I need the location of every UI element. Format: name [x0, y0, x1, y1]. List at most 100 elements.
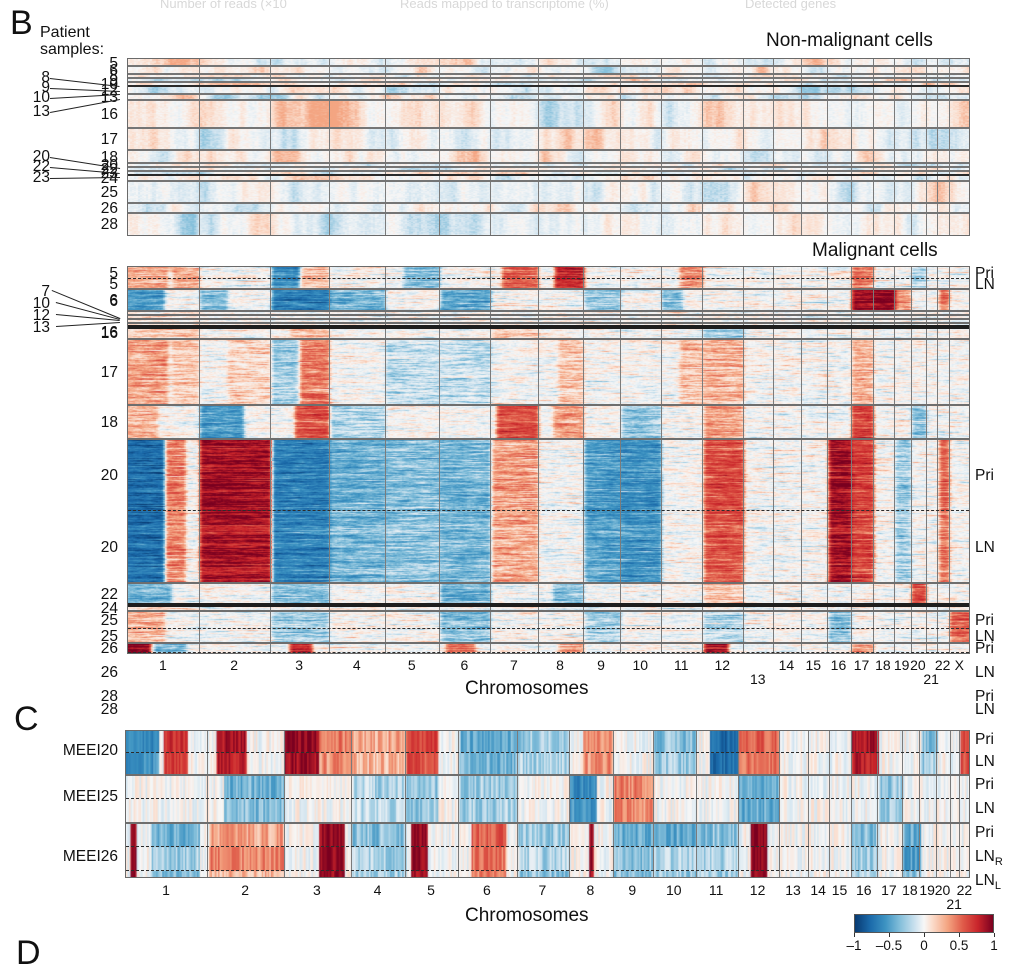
panel-b-chr-label-3: 3	[295, 657, 303, 673]
sample-separator	[128, 162, 969, 164]
panel-c-chr-label-1: 1	[162, 882, 170, 898]
chromosome-separator	[950, 731, 951, 877]
malignant-row-label-24: 24	[100, 600, 118, 617]
pri-ln-divider	[128, 652, 969, 653]
chromosome-separator	[283, 731, 285, 877]
chromosome-separator	[926, 59, 928, 235]
malignant-row-label-crowded-16: 16	[100, 324, 118, 341]
chromosome-separator	[652, 731, 654, 877]
panel-b-chr-label-21: 21	[923, 671, 939, 687]
panel-b-xaxis-label: Chromosomes	[465, 678, 589, 699]
chromosome-separator	[910, 267, 912, 653]
chromosome-separator	[893, 59, 895, 235]
panel-c-chr-label-17: 17	[881, 882, 897, 898]
panelc-right-label-pri: Pri	[975, 776, 994, 793]
chromosome-separator	[937, 267, 939, 653]
malignant-leader-label-7: 7	[41, 283, 50, 300]
malignant-right-label-ln: LN	[975, 664, 995, 681]
chromosome-separator	[385, 59, 387, 235]
nonmalignant-heatmap-canvas	[128, 59, 969, 235]
panel-b-chr-label-18: 18	[875, 657, 891, 673]
patient-samples-caption: Patient samples:	[40, 24, 104, 58]
chromosome-separator	[910, 59, 912, 235]
chromosome-separator	[404, 731, 406, 877]
patient-samples-caption-line1: Patient	[40, 24, 90, 41]
chromosome-separator	[959, 731, 961, 877]
panelc-heatmap-canvas	[126, 731, 969, 877]
chromosome-separator	[199, 59, 201, 235]
nonmalignant-leader-label-10: 10	[32, 89, 50, 106]
panel-b-chr-label-19: 19	[893, 657, 910, 673]
panelc-heatmap[interactable]	[125, 730, 970, 878]
panel-d-letter: D	[16, 934, 41, 972]
panel-c-chr-label-3: 3	[313, 882, 321, 898]
malignant-right-label-ln: LN	[975, 628, 995, 645]
sample-separator	[128, 173, 969, 177]
nonmalignant-row-label-22: 22	[100, 161, 118, 178]
sample-separator	[128, 642, 969, 644]
sample-separator	[128, 314, 969, 316]
chromosome-separator	[620, 267, 622, 653]
chromosome-separator	[800, 59, 802, 235]
nonmalignant-heatmap[interactable]	[127, 58, 970, 236]
malignant-right-label-pri: Pri	[975, 265, 994, 282]
panel-c-chr-label-6: 6	[483, 882, 491, 898]
panelc-right-label-main: LN	[975, 848, 995, 865]
chromosome-separator	[773, 59, 775, 235]
chromosome-separator	[893, 267, 895, 653]
sample-separator	[128, 149, 969, 151]
chromosome-separator	[329, 267, 331, 653]
panel-b-chr-label-14: 14	[778, 657, 795, 673]
chromosome-separator	[808, 731, 810, 877]
chromosome-separator	[490, 267, 492, 653]
panel-c-chr-label-14: 14	[810, 882, 826, 898]
pri-ln-divider	[126, 798, 969, 799]
sample-separator	[128, 288, 969, 290]
sample-separator	[128, 99, 969, 101]
nonmalignant-title: Non-malignant cells	[766, 30, 933, 51]
sample-separator	[128, 212, 969, 214]
sample-separator	[128, 603, 969, 607]
sample-separator	[128, 73, 969, 75]
malignant-row-label-6: 6	[109, 292, 118, 309]
panel-b-chr-label-7: 7	[510, 657, 518, 673]
sample-separator	[128, 180, 969, 182]
nonmalignant-leader-label-22: 22	[32, 158, 50, 175]
sample-separator	[128, 65, 969, 67]
sample-separator	[128, 610, 969, 612]
panel-c-chr-label-21: 21	[946, 896, 962, 912]
chromosome-separator	[207, 731, 209, 877]
pri-ln-divider	[126, 870, 969, 871]
panel-c-chr-label-11: 11	[708, 882, 724, 898]
nonmalignant-row-label-6: 6	[109, 62, 118, 79]
chromosome-separator	[612, 731, 614, 877]
panel-c-chr-label-5: 5	[427, 882, 435, 898]
colorbar-tickmark	[854, 933, 855, 937]
panelc-right-label-pri: Pri	[975, 731, 994, 748]
sample-separator	[128, 166, 969, 168]
panel-c-chr-label-10: 10	[665, 882, 682, 898]
colorbar-tick-1: –0.5	[875, 938, 903, 953]
panel-b-chr-label-11: 11	[674, 657, 689, 673]
panel-c-xaxis-label: Chromosomes	[465, 905, 589, 926]
chromosome-separator	[778, 731, 780, 877]
nonmalignant-row-label-26: 26	[100, 200, 118, 217]
malignant-heatmap[interactable]	[127, 266, 970, 654]
panel-c-chr-label-12: 12	[749, 882, 766, 898]
malignant-leader-label-12: 12	[32, 307, 50, 324]
panel-b-chr-label-6: 6	[460, 657, 469, 673]
chromosome-separator	[919, 731, 921, 877]
sample-separator	[126, 774, 969, 776]
nonmalignant-row-label-8: 8	[109, 68, 118, 85]
colorbar-tick-3: 0.5	[949, 938, 969, 953]
chromosome-separator	[458, 731, 460, 877]
malignant-row-label-20: 20	[100, 539, 118, 556]
colorbar-tickmark	[959, 933, 960, 937]
panel-c-chr-label-19: 19	[919, 882, 935, 898]
malignant-right-label-ln: LN	[975, 539, 995, 556]
nonmalignant-leader-label-8: 8	[41, 69, 50, 86]
chromosome-separator	[270, 267, 272, 653]
chromosome-separator	[516, 731, 518, 877]
malignant-title: Malignant cells	[812, 240, 938, 261]
sample-separator	[126, 822, 969, 824]
